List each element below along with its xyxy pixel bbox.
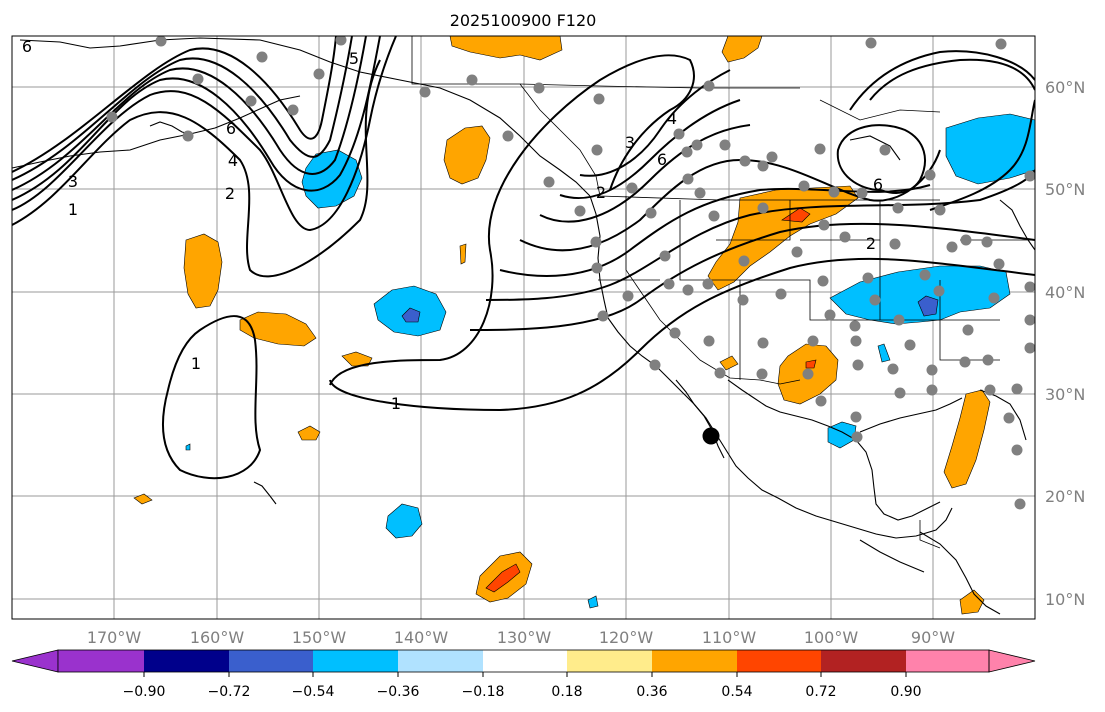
contour-label: 1 xyxy=(68,200,78,219)
colorbar-segment xyxy=(58,650,144,672)
contour-label: 6 xyxy=(873,175,883,194)
contour-labels: 1 1 2 3 4 6 5 3 4 6 2 6 2 1 6 xyxy=(22,37,883,413)
lat-label: 30°N xyxy=(1045,385,1085,404)
lon-label: 170°W xyxy=(87,628,142,647)
contour-label: 6 xyxy=(226,119,236,138)
lon-label: 100°W xyxy=(804,628,859,647)
lon-label: 130°W xyxy=(497,628,552,647)
colorbar: −0.90 −0.72 −0.54 −0.36 −0.18 0.18 0.36 … xyxy=(11,649,1036,700)
colorbar-tick-label: −0.18 xyxy=(462,684,505,700)
location-marker xyxy=(702,427,720,445)
colorbar-max-extension xyxy=(988,649,1036,673)
contour-label: 3 xyxy=(625,133,635,152)
map-title: 2025100900 F120 xyxy=(450,11,597,30)
colorbar-tick-label: 0.18 xyxy=(551,684,582,700)
contour-label: 4 xyxy=(228,151,238,170)
lon-label: 110°W xyxy=(702,628,757,647)
station-dots xyxy=(106,36,1035,510)
colorbar-tick-label: −0.36 xyxy=(377,684,420,700)
colorbar-segment xyxy=(906,650,989,672)
colorbar-tick-label: 0.72 xyxy=(805,684,836,700)
colorbar-frame xyxy=(57,649,990,673)
contour-label: 3 xyxy=(68,172,78,191)
lon-label: 90°W xyxy=(911,628,955,647)
lat-label: 20°N xyxy=(1045,487,1085,506)
contour-label: 4 xyxy=(667,109,677,128)
colorbar-tick-label: −0.72 xyxy=(208,684,251,700)
lon-label: 160°W xyxy=(190,628,245,647)
positive-anomaly-fills xyxy=(133,36,991,615)
map-frame xyxy=(11,35,1036,620)
contour-label: 2 xyxy=(596,183,606,202)
lat-label: 40°N xyxy=(1045,283,1085,302)
colorbar-segment xyxy=(313,650,398,672)
contour-label: 1 xyxy=(191,354,201,373)
lon-label: 140°W xyxy=(394,628,449,647)
colorbar-segment xyxy=(567,650,652,672)
colorbar-segment xyxy=(229,650,313,672)
colorbar-segment xyxy=(483,650,567,672)
contour-label: 6 xyxy=(657,150,667,169)
lat-label: 10°N xyxy=(1045,590,1085,609)
colorbar-segment xyxy=(398,650,483,672)
contour-label: 5 xyxy=(349,49,359,68)
longitude-labels: 170°W 160°W 150°W 140°W 130°W 120°W 110°… xyxy=(87,628,955,647)
colorbar-tick-label: 0.54 xyxy=(721,684,752,700)
contour-label: 2 xyxy=(225,184,235,203)
colorbar-segment xyxy=(737,650,821,672)
lon-label: 120°W xyxy=(599,628,654,647)
contour-label: 2 xyxy=(866,234,876,253)
lat-label: 60°N xyxy=(1045,78,1085,97)
colorbar-min-extension xyxy=(11,649,59,673)
lon-label: 150°W xyxy=(292,628,347,647)
colorbar-tick-label: 0.36 xyxy=(636,684,667,700)
colorbar-tick-label: 0.90 xyxy=(890,684,921,700)
lat-label: 50°N xyxy=(1045,180,1085,199)
colorbar-segment xyxy=(144,650,229,672)
colorbar-tick-label: −0.54 xyxy=(292,684,335,700)
colorbar-segment xyxy=(821,650,906,672)
colorbar-tick-label: −0.90 xyxy=(123,684,166,700)
latitude-labels: 60°N 50°N 40°N 30°N 20°N 10°N xyxy=(1045,78,1085,609)
contour-label: 6 xyxy=(22,37,32,56)
contour-label: 1 xyxy=(391,394,401,413)
colorbar-segment xyxy=(652,650,737,672)
